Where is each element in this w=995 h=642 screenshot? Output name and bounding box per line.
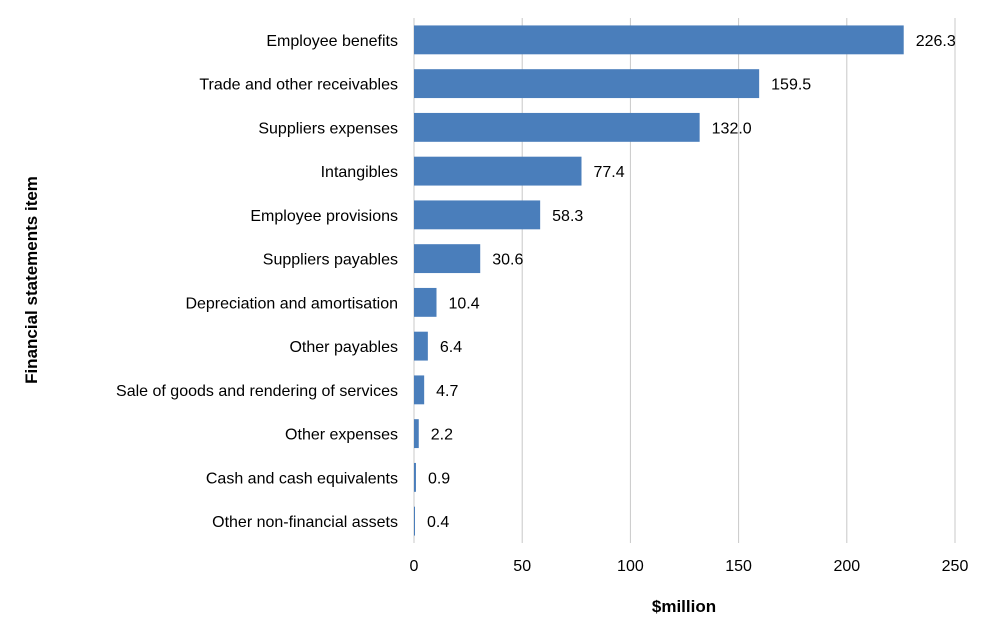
data-label: 30.6 [492,252,523,269]
data-label: 10.4 [449,295,480,312]
bar-layer [414,25,904,536]
bar [414,25,904,55]
bar [414,69,760,99]
grid-layer [413,18,956,543]
x-tick-label: 150 [725,558,752,575]
data-label: 58.3 [552,208,583,225]
y-axis-title: Financial statements item [22,176,41,384]
bar [414,506,415,536]
bar [414,375,425,405]
category-label: Suppliers expenses [258,120,398,137]
x-axis-title: $million [652,597,716,616]
bar [414,287,437,317]
category-label: Depreciation and amortisation [185,295,398,312]
category-label: Other payables [289,339,398,356]
label-layer: 0 50 100 150 200 250 Employee benefits 226.3 Tra… [116,33,968,575]
category-label: Employee provisions [250,208,398,225]
category-label: Other non-financial assets [212,514,398,531]
x-tick-label: 0 [410,558,419,575]
data-label: 0.9 [428,470,450,487]
x-tick-label: 200 [833,558,860,575]
x-tick-label: 100 [617,558,644,575]
bar [414,156,582,186]
bar [414,112,700,142]
bar [414,419,419,449]
bar [414,462,416,492]
data-label: 2.2 [431,427,453,444]
category-label: Intangibles [321,164,398,181]
bar [414,200,541,230]
category-label: Suppliers payables [263,252,398,269]
data-label: 226.3 [916,33,956,50]
x-tick-label: 50 [513,558,531,575]
category-label: Cash and cash equivalents [206,470,398,487]
data-label: 4.7 [436,383,458,400]
bar [414,244,481,274]
data-label: 132.0 [712,120,752,137]
data-label: 159.5 [771,77,811,94]
category-label: Other expenses [285,427,398,444]
category-label: Sale of goods and rendering of services [116,383,398,400]
bar [414,331,428,361]
x-tick-label: 250 [942,558,969,575]
category-label: Trade and other receivables [199,77,398,94]
category-label: Employee benefits [266,33,398,50]
data-label: 0.4 [427,514,449,531]
data-label: 77.4 [593,164,624,181]
data-label: 6.4 [440,339,462,356]
